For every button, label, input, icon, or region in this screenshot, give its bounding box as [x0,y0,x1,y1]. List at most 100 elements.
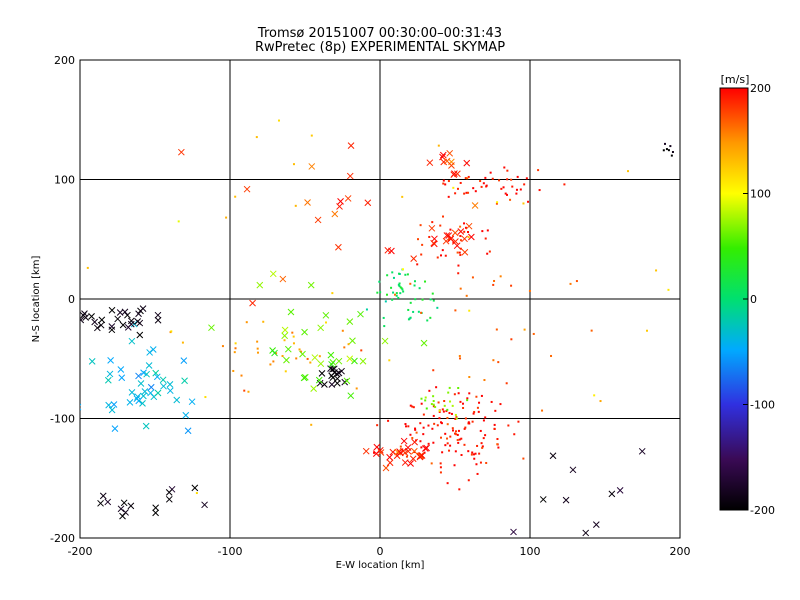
data-point-dot [409,404,412,407]
data-point-dot [401,195,404,198]
data-point-dot [481,230,484,233]
data-point-dot [422,426,425,429]
data-point-dot [399,292,402,295]
data-point-x [107,357,114,364]
data-point-dot [456,439,459,442]
data-point-x [126,399,134,406]
data-point-x [335,357,343,365]
data-point-dot [439,421,442,424]
data-point-dot [245,321,248,324]
data-point-dot [459,357,462,360]
data-point-dot [481,446,484,449]
data-point-x [329,374,337,381]
data-point-dot [435,386,438,389]
data-point-x [140,369,147,377]
data-point-dot [419,422,422,425]
data-point-dot [476,472,479,475]
data-point-x [347,142,355,149]
data-point-dot [325,321,328,324]
data-point-x [82,314,90,321]
data-point-dot [480,442,483,445]
data-point-x [465,222,473,230]
data-point-dot [492,283,495,286]
data-point-dot [341,329,344,332]
data-point-dot [442,179,445,182]
data-point-dot [405,455,408,458]
data-point-x [322,311,330,319]
data-point-dot [449,400,452,403]
data-point-dot [662,149,665,152]
data-point-x [127,502,135,510]
data-point-x [181,377,188,385]
data-point-x [128,337,136,345]
data-point-dot [475,395,478,398]
data-point-x [88,358,96,365]
data-point-dot [233,351,236,354]
data-point-dot [459,287,462,290]
data-point-dot [454,432,457,435]
data-point-dot [455,416,458,419]
x-axis-label: E-W location [km] [336,560,425,571]
data-point-x [420,339,428,347]
data-point-dot [478,401,481,404]
data-point-dot [463,192,466,195]
data-point-dot [458,354,461,357]
data-point-dot [420,402,423,405]
data-point-dot [467,421,470,424]
data-point-x [592,521,600,528]
data-point-dot [430,462,433,465]
data-point-dot [455,433,458,436]
data-points [80,19,680,546]
data-point-dot [293,19,295,21]
data-point-x [281,332,289,340]
colorbar-tick-label: 100 [750,188,771,201]
data-point-x [117,505,125,513]
data-point-x [558,540,564,546]
data-point-dot [395,294,398,297]
data-point-x [117,366,125,373]
data-point-dot [422,433,425,436]
data-point-x [454,170,461,178]
data-point-dot [419,440,422,443]
data-point-dot [447,180,450,183]
data-point-dot [416,263,419,266]
colorbar-tick-label: 0 [750,293,757,306]
data-point-dot [484,434,487,437]
data-point-dot [428,235,431,238]
data-point-dot [460,437,463,440]
data-point-x [336,203,343,210]
data-point-dot [439,436,442,439]
data-point-x [428,224,436,232]
data-point-dot [421,243,424,246]
data-point-dot [294,204,297,207]
data-point-dot [378,280,381,283]
data-point-x [111,425,119,432]
data-point-dot [225,216,228,219]
data-point-dot [655,269,658,272]
data-point-dot [404,273,407,276]
data-point-dot [504,192,507,195]
data-point-dot [532,332,535,335]
data-point-x [314,216,322,224]
data-point-dot [516,175,519,178]
data-point-dot [442,215,445,218]
data-point-dot [292,335,295,338]
data-point-dot [476,406,479,409]
data-point-dot [503,166,506,169]
data-point-x [182,411,190,419]
data-point-x [328,381,336,388]
data-point-x [451,229,459,237]
data-point-dot [505,382,508,385]
data-point-dot [438,410,441,413]
data-point-dot [528,289,531,292]
data-point-dot [446,408,449,411]
data-point-dot [480,185,483,188]
data-point-x [461,248,469,256]
data-point-dot [496,438,499,441]
data-point-dot [511,185,514,188]
data-point-x [154,316,162,324]
data-point-dot [473,457,476,460]
data-point-dot [432,403,435,406]
data-point-dot [495,328,498,331]
data-point-x [318,370,326,377]
